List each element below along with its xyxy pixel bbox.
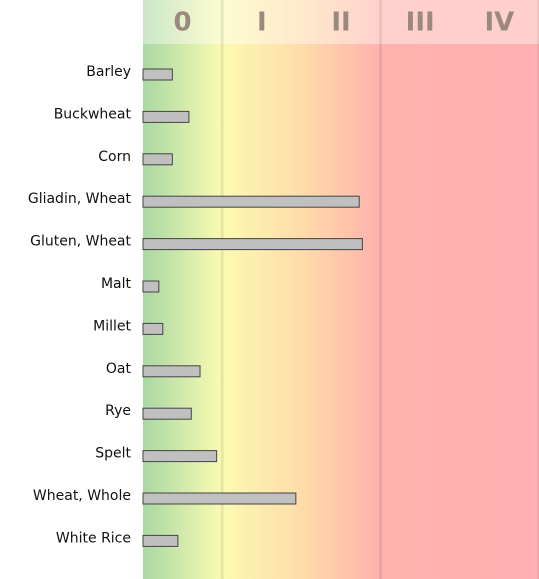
bar [142,450,218,463]
bar [142,534,179,547]
y-tick-label: Rye [105,403,131,419]
bar [142,492,297,505]
x-tick-label: 0 [174,8,192,38]
header-band [143,0,539,44]
y-tick-label: Barley [86,64,131,80]
y-tick-label: Buckwheat [54,106,132,122]
y-tick-label: Oat [106,361,132,377]
bar [142,322,164,335]
y-tick-label: Gliadin, Wheat [28,191,132,207]
y-tick-label: Wheat, Whole [33,488,131,504]
bar [142,238,363,251]
bar [142,195,360,208]
x-tick-label: II [331,8,350,38]
bar [142,68,173,81]
plot-background [143,0,539,579]
bar [142,153,173,166]
bar [142,280,160,293]
y-tick-label: White Rice [56,530,131,546]
x-tick-label: III [406,8,435,38]
x-tick-label: I [257,8,267,38]
y-tick-label: Gluten, Wheat [30,234,131,250]
y-tick-label: Corn [98,149,131,165]
y-tick-label: Millet [93,318,131,334]
bar [142,365,201,378]
bar [142,407,192,420]
x-tick-label: IV [485,8,515,38]
bar [142,110,190,123]
y-tick-label: Malt [101,276,132,292]
y-tick-label: Spelt [95,446,131,462]
